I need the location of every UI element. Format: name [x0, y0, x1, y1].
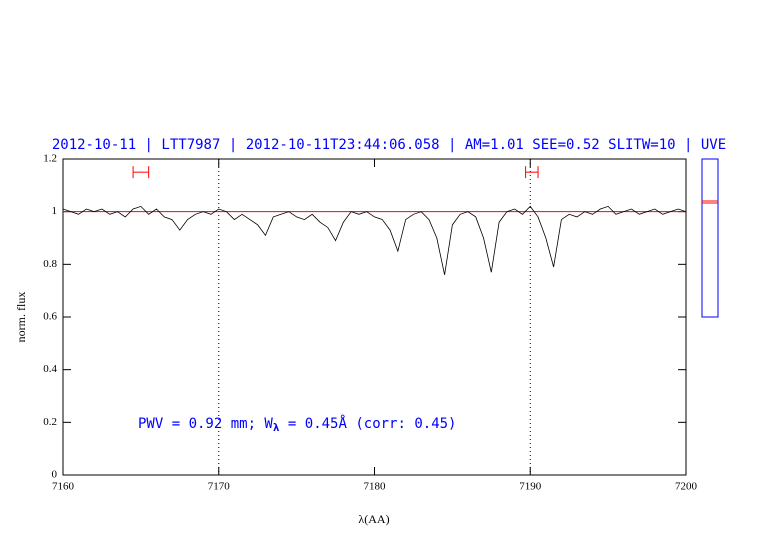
x-tick-label: 7180: [364, 481, 387, 493]
annotation-subscript: λ: [273, 421, 280, 434]
x-tick-label: 7190: [519, 481, 542, 493]
spectrum-line: [62, 205, 687, 275]
annotation-text: = 0.45Å (corr: 0.45): [279, 415, 456, 432]
x-tick-label: 7170: [208, 481, 231, 493]
y-tick-label: 0.8: [43, 258, 57, 270]
y-tick-label: 1.2: [43, 153, 57, 165]
x-axis-label: λ(AA): [358, 512, 389, 526]
y-tick-label: 0.6: [43, 311, 57, 323]
y-axis-label: norm. flux: [14, 292, 28, 343]
x-tick-label: 7160: [52, 481, 75, 493]
y-tick-label: 0: [52, 469, 58, 481]
annotation-text: PWV = 0.92 mm; W: [138, 416, 273, 432]
chart-title: 2012-10-11 | LTT7987 | 2012-10-11T23:44:…: [52, 137, 726, 153]
annotation: PWV = 0.92 mm; Wλ = 0.45Å (corr: 0.45): [138, 415, 457, 434]
side-panel: [701, 158, 719, 318]
y-tick-label: 0.4: [43, 363, 57, 375]
y-tick-label: 0.2: [43, 416, 57, 428]
y-tick-label: 1: [52, 205, 58, 217]
x-tick-label: 7200: [675, 481, 698, 493]
